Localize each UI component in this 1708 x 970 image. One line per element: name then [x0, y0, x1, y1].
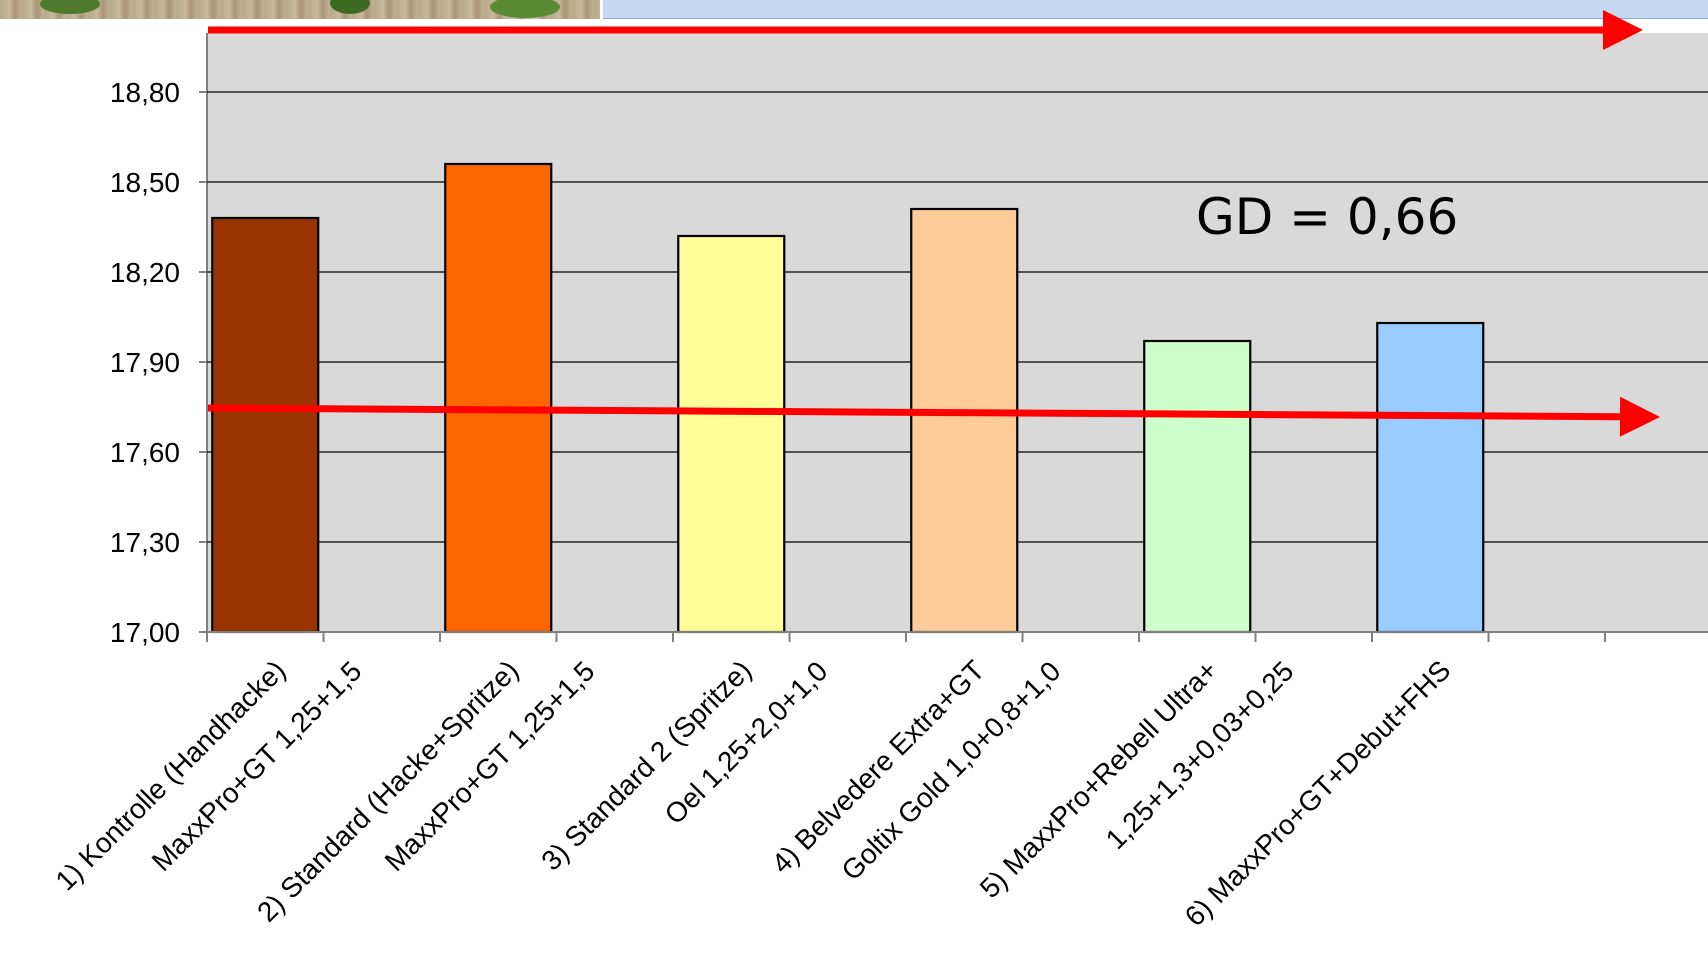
bar [1143, 339, 1252, 634]
bar [444, 162, 553, 634]
x-category-label: 6) MaxxPro+GT+Debut+FHS [1179, 654, 1457, 932]
background-photo-strip [0, 0, 600, 19]
bar [677, 234, 786, 634]
leaf-shape [40, 0, 100, 14]
top-arrow-head [1603, 10, 1643, 50]
bars [211, 162, 1485, 634]
y-tick-label: 17,30 [110, 527, 180, 558]
bar [1376, 321, 1485, 634]
y-tick-label: 18,20 [110, 257, 180, 288]
y-tick-label: 18,50 [110, 167, 180, 198]
y-tick-label: 17,00 [110, 617, 180, 648]
bar [211, 216, 320, 634]
bar [910, 207, 1019, 634]
header-band [603, 0, 1708, 19]
leaf-shape [490, 0, 560, 18]
y-axis-ticks: 17,00 17,30 17,60 17,90 18,20 18,50 18,80 [110, 77, 207, 648]
y-tick-label: 18,80 [110, 77, 180, 108]
x-axis [206, 631, 1708, 642]
y-tick-label: 17,60 [110, 437, 180, 468]
trend-arrows [207, 10, 1660, 437]
trend-arrow-shaft [207, 404, 1621, 421]
trend-arrow-head [1619, 396, 1660, 437]
x-axis-labels: 1) Kontrolle (Handhacke)2) Standard (Hac… [49, 654, 1456, 932]
gd-annotation: GD = 0,66 [1196, 188, 1458, 246]
y-tick-label: 17,90 [110, 347, 180, 378]
leaf-shape [330, 0, 370, 14]
